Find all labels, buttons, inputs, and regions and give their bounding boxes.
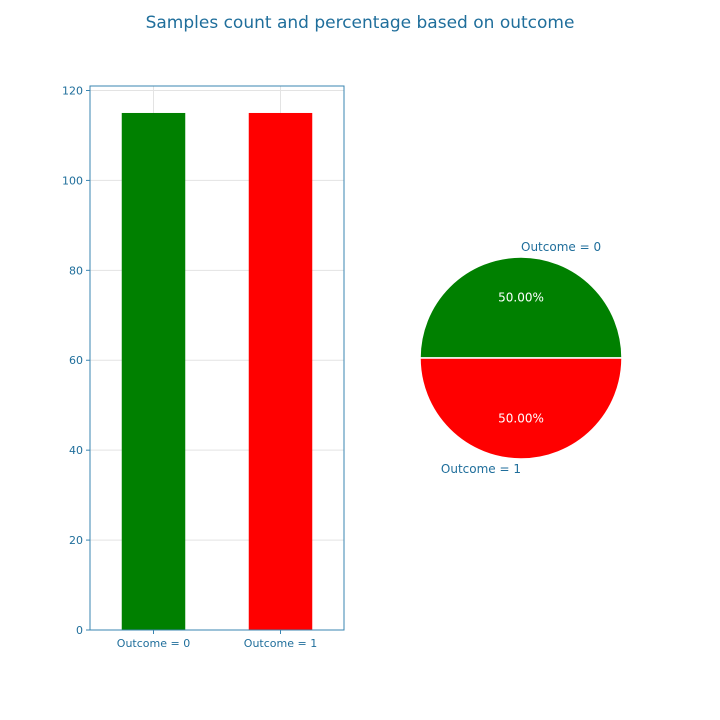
pie-category-label: Outcome = 1 — [441, 462, 521, 476]
figure-title: Samples count and percentage based on ou… — [146, 13, 575, 33]
y-tick-label: 20 — [69, 534, 83, 547]
bar-0 — [121, 112, 186, 630]
bar-chart: 0 20 40 60 80 100 120 Outcome = 0 Outcome = 1 — [62, 84, 345, 650]
y-tick-label: 120 — [62, 84, 83, 97]
pie-slices — [419, 256, 623, 460]
pie-value-label: 50.00% — [498, 290, 544, 304]
bar-x-ticks: Outcome = 0 Outcome = 1 — [117, 630, 317, 650]
y-tick-label: 100 — [62, 174, 83, 187]
pie-labels: 50.00% Outcome = 0 50.00% Outcome = 1 — [441, 240, 601, 476]
y-tick-label: 60 — [69, 354, 83, 367]
bar-bars — [121, 112, 313, 630]
bar-y-ticks: 0 20 40 60 80 100 120 — [62, 84, 90, 637]
pie-value-label: 50.00% — [498, 412, 544, 426]
y-tick-label: 80 — [69, 264, 83, 277]
pie-chart: 50.00% Outcome = 0 50.00% Outcome = 1 — [419, 240, 623, 476]
pie-slice-0 — [419, 256, 623, 359]
bar-plot-frame — [89, 85, 345, 631]
x-tick-label: Outcome = 1 — [244, 637, 317, 650]
bar-1 — [248, 112, 313, 630]
y-tick-label: 40 — [69, 444, 83, 457]
pie-slice-1 — [419, 357, 623, 460]
y-tick-label: 0 — [76, 624, 83, 637]
pie-category-label: Outcome = 0 — [521, 240, 601, 254]
x-tick-label: Outcome = 0 — [117, 637, 190, 650]
